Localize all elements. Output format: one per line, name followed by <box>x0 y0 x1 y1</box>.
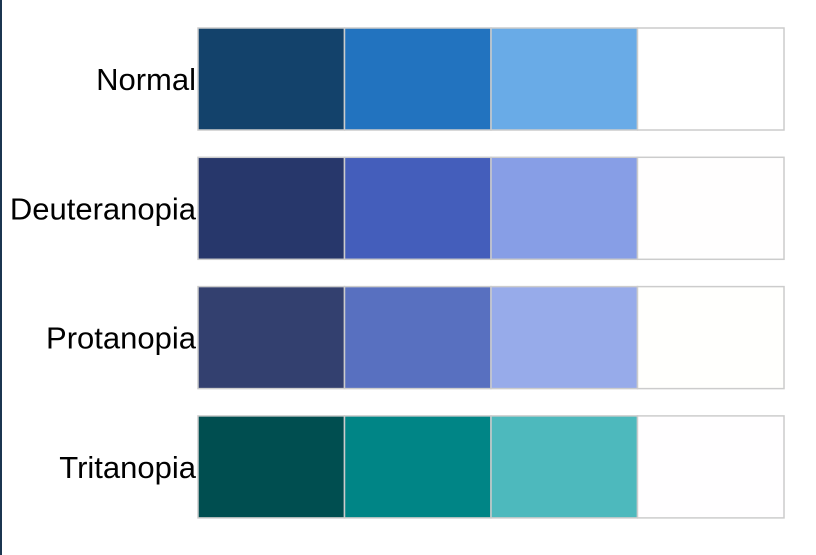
color-swatch <box>490 285 639 390</box>
swatch-row-protanopia: Protanopia <box>46 285 785 390</box>
row-label: Protanopia <box>46 321 197 356</box>
color-swatch <box>636 27 785 131</box>
color-swatch <box>343 27 492 131</box>
color-swatch <box>490 156 639 261</box>
color-swatch <box>197 415 346 519</box>
row-label: Tritanopia <box>59 450 196 485</box>
color-swatch <box>343 156 492 261</box>
color-swatch <box>343 415 492 519</box>
color-swatch <box>197 156 346 261</box>
color-swatch <box>490 27 639 131</box>
row-label: Deuteranopia <box>10 191 197 226</box>
color-swatch <box>343 285 492 390</box>
swatch-row-deuteranopia: Deuteranopia <box>10 156 785 261</box>
color-swatch <box>636 285 785 390</box>
color-swatch <box>636 415 785 519</box>
color-swatch <box>490 415 639 519</box>
color-swatch <box>197 285 346 390</box>
color-swatch <box>197 27 346 131</box>
color-swatch <box>636 156 785 261</box>
row-label: Normal <box>96 62 196 97</box>
swatch-row-normal: Normal <box>96 27 785 131</box>
swatch-row-tritanopia: Tritanopia <box>59 415 785 519</box>
